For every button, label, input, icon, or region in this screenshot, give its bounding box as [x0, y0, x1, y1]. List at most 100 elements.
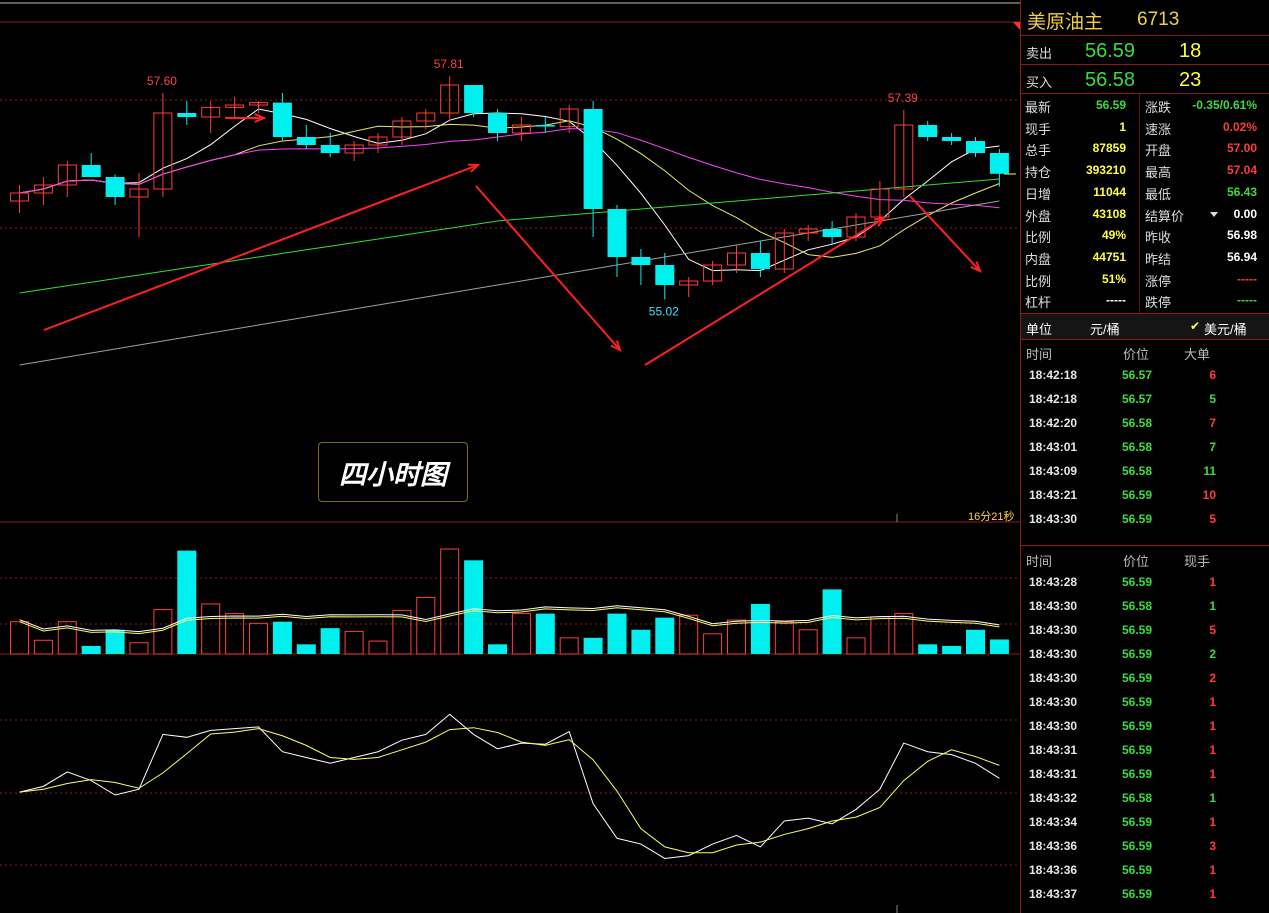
stat-value: 393210 — [1085, 163, 1126, 178]
list-price: 56.59 — [1122, 767, 1153, 781]
candle-body — [368, 136, 388, 146]
unit-option-yuan[interactable]: 元/桶 — [1090, 322, 1120, 337]
list-time: 18:43:37 — [1029, 887, 1078, 901]
volume-bar — [631, 629, 651, 654]
list-time: 18:43:32 — [1029, 791, 1078, 805]
list-time: 18:43:09 — [1029, 464, 1078, 478]
unit-option-usd[interactable]: 美元/桶 — [1204, 322, 1247, 337]
stat-label: 涨跌 — [1145, 100, 1172, 115]
stat-label: 总手 — [1025, 143, 1052, 159]
list-price: 56.57 — [1122, 368, 1153, 382]
arrow-head — [873, 216, 887, 227]
ma40-line — [19, 178, 1000, 294]
candle-body — [296, 137, 316, 145]
buy-label: 买入 — [1026, 75, 1053, 90]
settlement-dropdown-icon[interactable] — [1210, 211, 1218, 217]
candle-body — [177, 113, 197, 117]
list-price: 56.58 — [1122, 464, 1153, 478]
sell-qty: 18 — [1179, 40, 1202, 62]
stat-value: 56.94 — [1226, 249, 1257, 264]
list-price: 56.59 — [1122, 863, 1153, 877]
sell-price[interactable]: 56.59 — [1085, 40, 1136, 62]
stat-label: 速涨 — [1145, 121, 1172, 137]
list-volume: 6 — [1209, 368, 1216, 382]
volume-bar — [966, 629, 985, 654]
list-volume: 1 — [1209, 719, 1216, 733]
stat-value: 56.43 — [1226, 184, 1257, 199]
list-volume: 1 — [1209, 767, 1216, 781]
candle-body — [105, 177, 125, 197]
list-volume: 5 — [1209, 392, 1216, 406]
volume-bar — [440, 548, 460, 655]
stat-label: 比例 — [1025, 273, 1052, 289]
list-time: 18:43:30 — [1029, 719, 1078, 733]
stat-label: 结算价 — [1145, 208, 1185, 224]
list-time: 18:43:01 — [1029, 440, 1078, 454]
trend-arrow — [644, 217, 885, 366]
price-extreme-label: 57.39 — [888, 91, 918, 105]
volume-bar — [201, 603, 221, 655]
list-time: 18:43:30 — [1029, 623, 1078, 637]
volume-ma-line — [19, 605, 1000, 633]
volume-bar — [177, 550, 197, 654]
list-time: 18:42:18 — [1029, 368, 1078, 382]
candle-body — [272, 102, 292, 137]
volume-bar — [822, 589, 842, 654]
sell-label: 卖出 — [1026, 46, 1053, 61]
arrow-head — [467, 163, 481, 173]
volume-bar — [320, 628, 340, 654]
volume-bar — [368, 640, 388, 655]
list-header: 时间 — [1026, 554, 1053, 569]
corner-marker — [1013, 22, 1020, 30]
trend-arrow — [475, 185, 621, 351]
stat-value: 43108 — [1092, 206, 1126, 221]
check-icon: ✔ — [1190, 319, 1201, 333]
candle-body — [655, 265, 675, 285]
volume-bar — [488, 644, 507, 654]
list-time: 18:43:30 — [1029, 599, 1078, 613]
instrument-name: 美原油主 — [1027, 12, 1104, 33]
candle-body — [583, 109, 603, 209]
volume-bar — [249, 622, 268, 655]
candle-body — [607, 209, 627, 257]
quote-panel: 美原油主 6713 卖出 56.59 18 买入 56.58 23 最新 56.5… — [1020, 0, 1269, 913]
volume-bar — [153, 609, 173, 655]
trend-arrow — [43, 164, 479, 331]
list-price: 56.59 — [1122, 647, 1153, 661]
list-volume: 1 — [1209, 575, 1216, 589]
chart-area[interactable]: 57.60 57.81 55.02 57.39 — [0, 0, 1020, 913]
volume-bar — [583, 637, 603, 654]
list-price: 56.59 — [1122, 512, 1153, 526]
volume-bar — [225, 613, 245, 655]
volume-bar — [607, 613, 627, 654]
volume-bar — [918, 644, 938, 654]
buy-price[interactable]: 56.58 — [1085, 69, 1136, 91]
candle-body — [679, 280, 699, 286]
volume-bar — [727, 619, 746, 655]
volume-bar — [870, 616, 890, 655]
volume-bar — [942, 645, 962, 654]
list-price: 56.59 — [1122, 815, 1153, 829]
list-volume: 1 — [1209, 743, 1216, 757]
stat-value: 51% — [1101, 271, 1126, 286]
list-volume: 11 — [1203, 464, 1216, 478]
price-extreme-label: 55.02 — [649, 304, 679, 318]
list-time: 18:43:30 — [1029, 695, 1078, 709]
list-header: 价位 — [1123, 554, 1150, 569]
volume-bar — [416, 596, 436, 655]
stat-label: 杠杆 — [1025, 295, 1052, 311]
list-volume: 2 — [1209, 647, 1216, 661]
stat-value: ----- — [1237, 271, 1257, 286]
list-price: 56.59 — [1122, 839, 1153, 853]
stat-label: 最低 — [1145, 186, 1172, 202]
list-price: 56.58 — [1122, 791, 1153, 805]
candle-body — [822, 229, 842, 237]
list-price: 56.58 — [1122, 599, 1153, 613]
list-price: 56.59 — [1122, 695, 1153, 709]
candle-body — [798, 228, 818, 234]
candle-body — [535, 125, 555, 127]
stat-label: 昨收 — [1145, 230, 1172, 246]
list-time: 18:43:30 — [1029, 512, 1078, 526]
stat-label: 比例 — [1025, 230, 1052, 246]
candle-body — [559, 108, 579, 128]
